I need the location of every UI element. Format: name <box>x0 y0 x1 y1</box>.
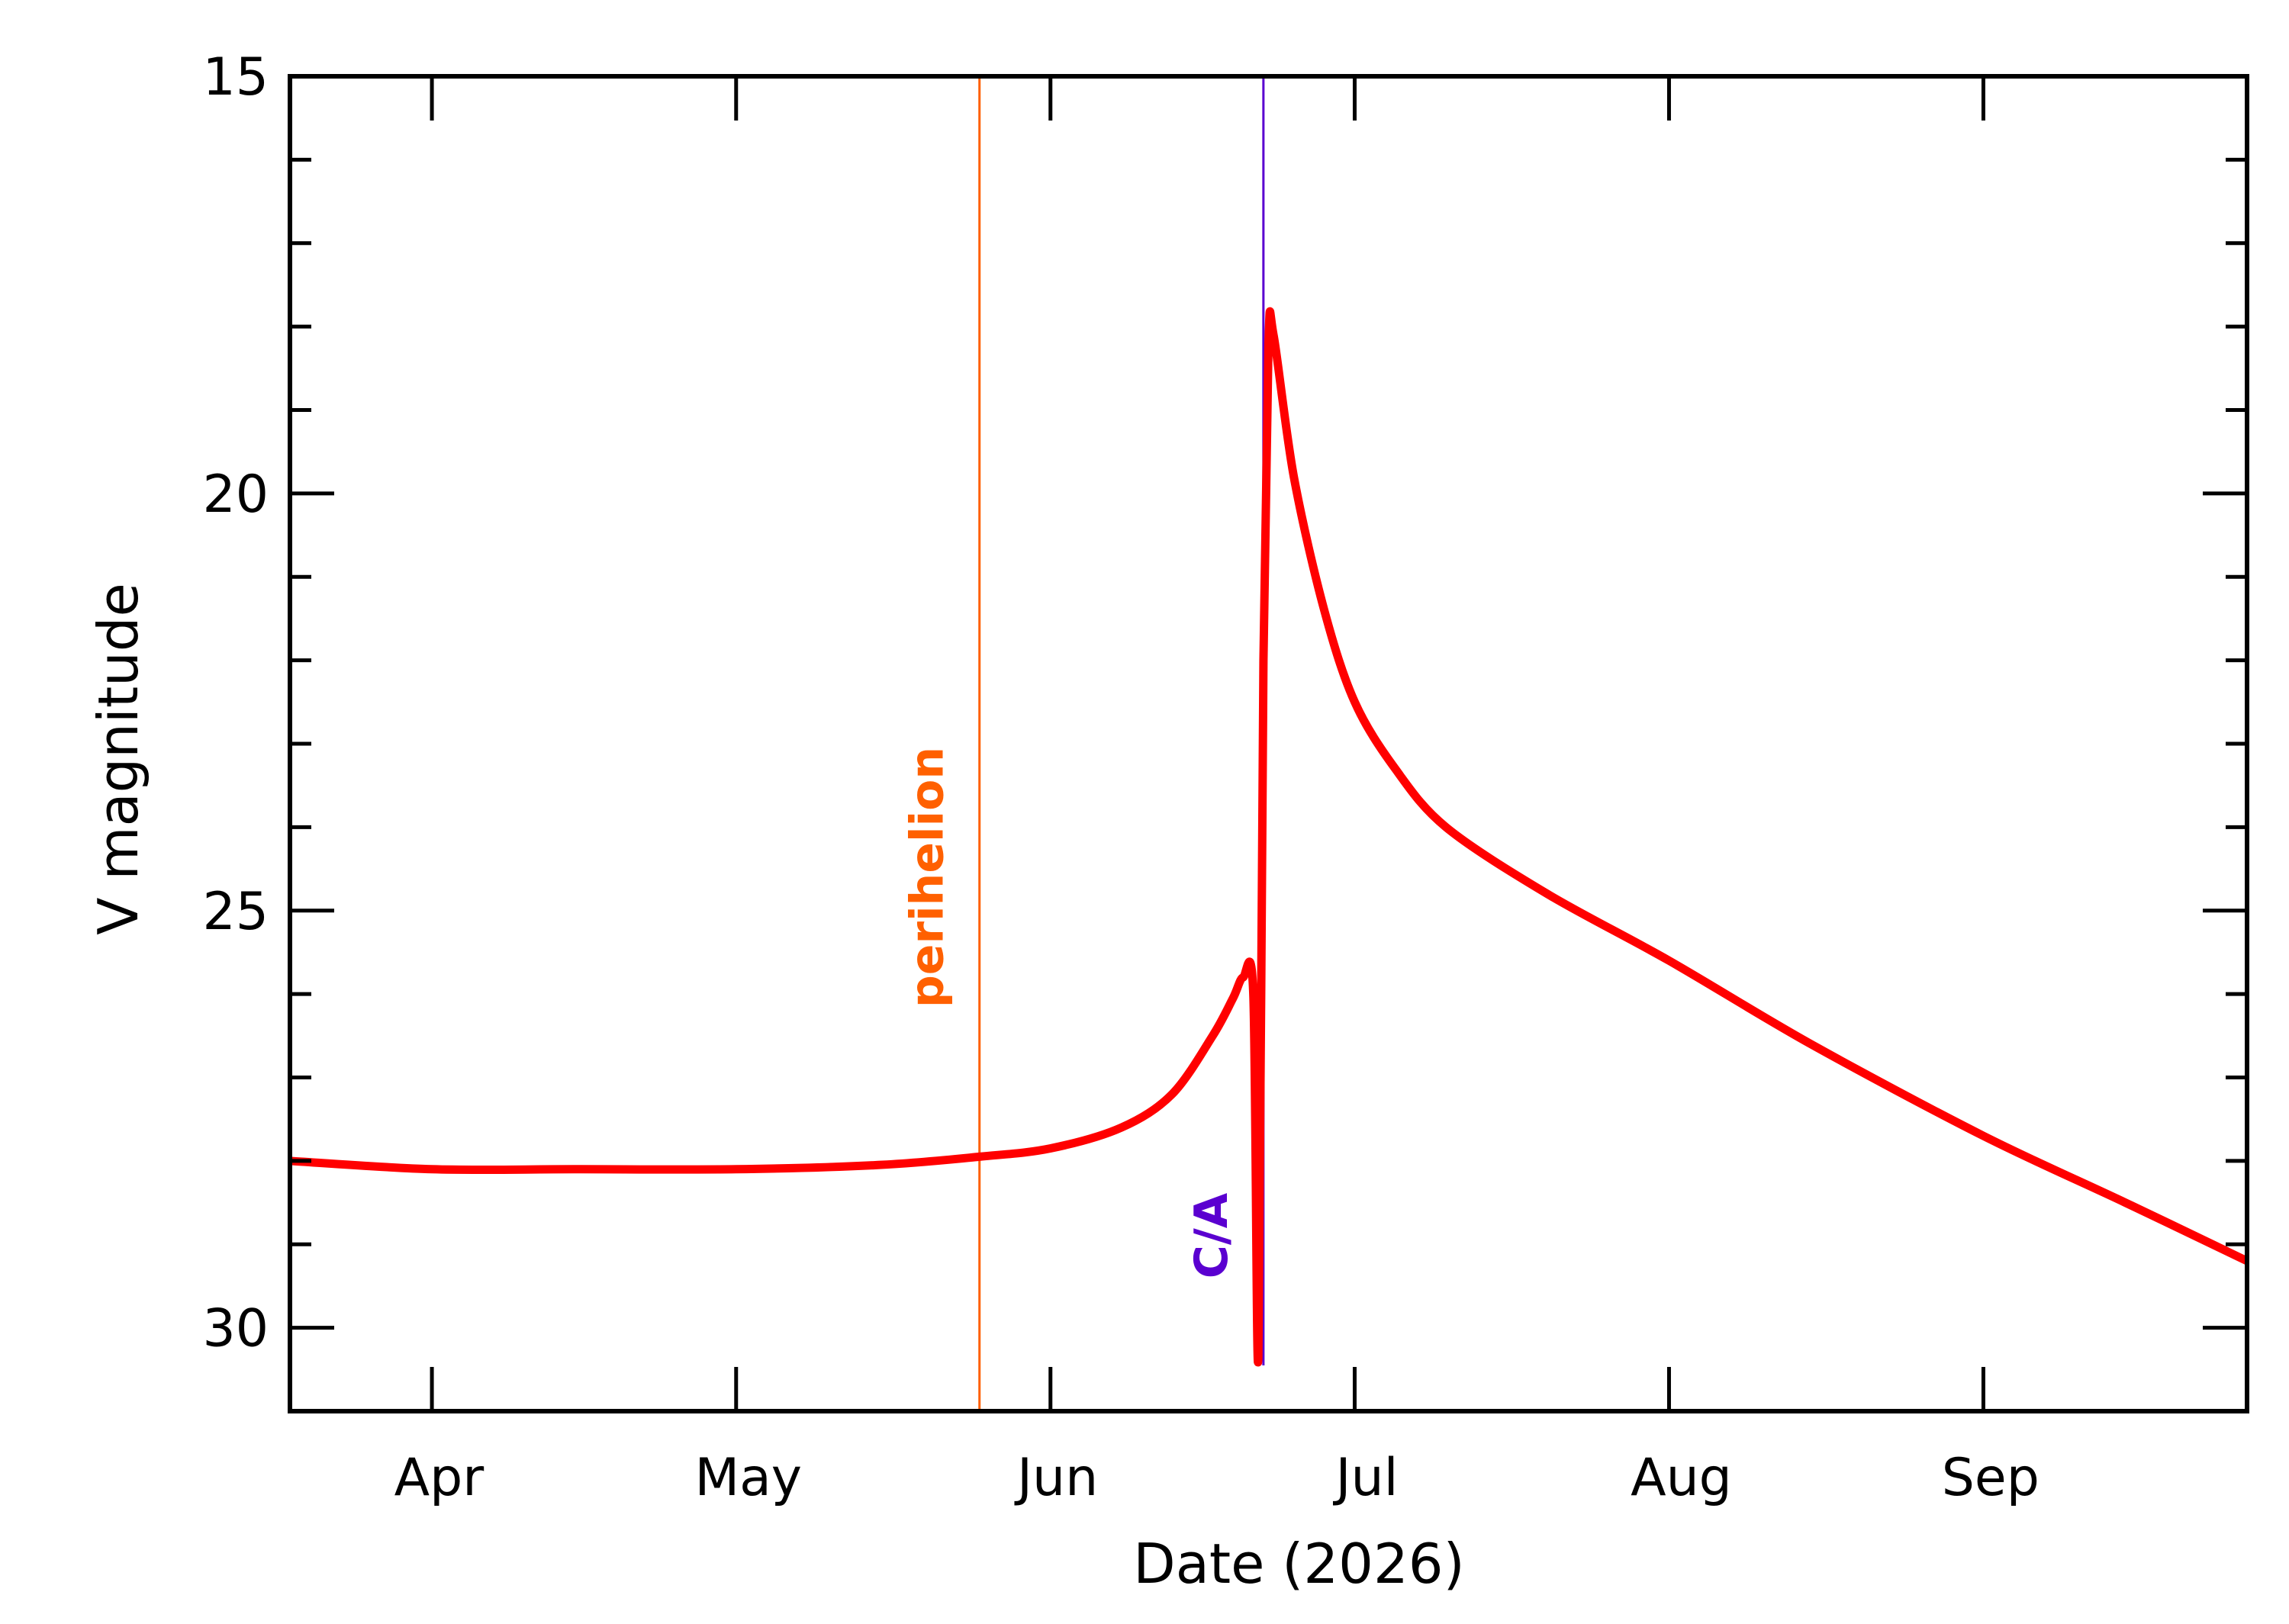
y-tick-label: 20 <box>202 465 269 525</box>
x-axis-title: Date (2026) <box>1133 1532 1464 1596</box>
x-tick-label: Jun <box>1014 1448 1098 1508</box>
magnitude-curve <box>289 307 2249 1367</box>
y-tick-label: 15 <box>202 47 269 108</box>
x-tick-label: Jul <box>1332 1448 1398 1508</box>
y-tick-label: 25 <box>202 882 269 942</box>
x-tick-label: Aug <box>1631 1448 1732 1508</box>
x-tick-label: Sep <box>1942 1448 2039 1508</box>
x-tick-label: May <box>694 1448 802 1508</box>
plot-frame <box>288 74 2249 1413</box>
y-axis-title: V magnitude <box>86 583 150 935</box>
y-tick-label: 30 <box>202 1299 269 1359</box>
x-tick-label: Apr <box>394 1448 485 1508</box>
perihelion-label: perihelion <box>901 747 955 1008</box>
closest-approach-label: C/A <box>1185 1192 1238 1278</box>
